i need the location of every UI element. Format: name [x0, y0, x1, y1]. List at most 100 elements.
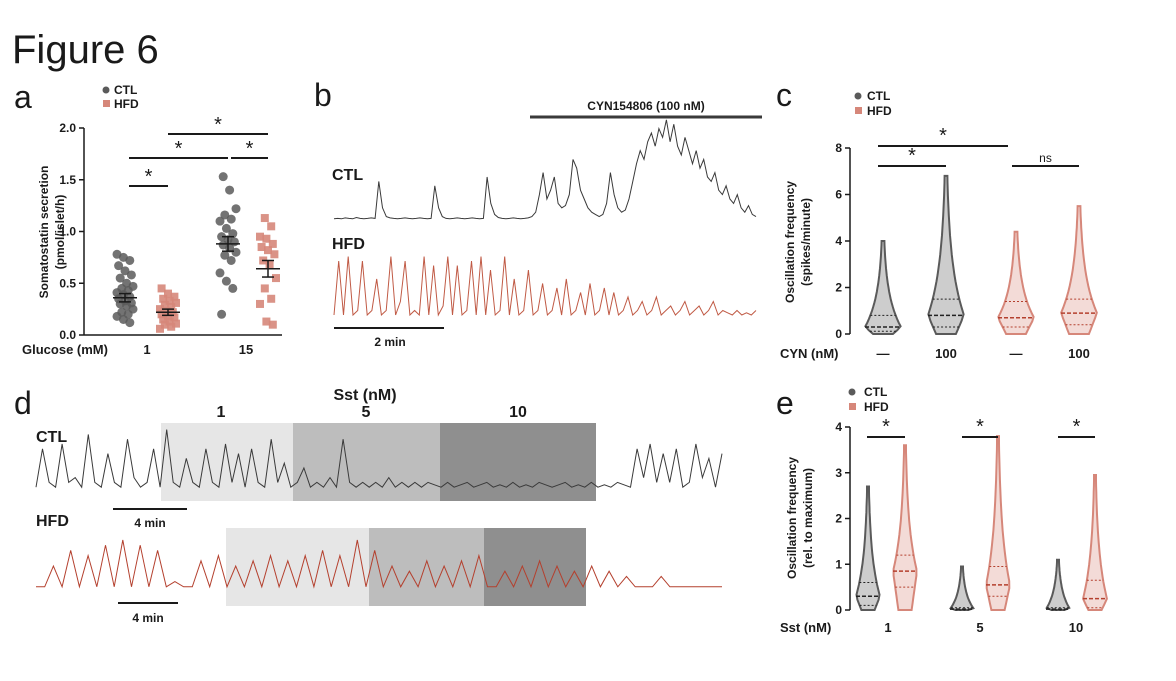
data-point-ctl — [228, 283, 238, 293]
data-point-ctl — [125, 318, 135, 328]
data-point-hfd — [264, 246, 272, 255]
x-tick-label: 1 — [884, 620, 891, 635]
data-point-ctl — [228, 229, 238, 239]
legend-hfd-label: HFD — [114, 97, 139, 111]
data-point-hfd — [167, 322, 176, 331]
data-point-hfd — [267, 294, 276, 303]
data-point-hfd — [262, 234, 271, 243]
panel-e-xlabel: Sst (nM) — [780, 620, 831, 635]
data-point-hfd — [256, 232, 264, 241]
sst-conc-10: 10 — [509, 404, 527, 421]
data-point-hfd — [157, 284, 166, 293]
data-point-ctl — [225, 185, 235, 195]
sst-conc-1: 1 — [217, 404, 226, 421]
legend-hfd-marker — [855, 107, 862, 114]
violin-body — [864, 240, 902, 335]
violin-body — [997, 230, 1035, 335]
legend-ctl-marker — [848, 388, 856, 396]
y-tick-label: 2 — [835, 281, 842, 295]
scalebar-label-hfd: 4 min — [132, 611, 163, 625]
panel-a-ylabel-line2: (pmol/islet/h) — [53, 195, 67, 270]
x-tick-label: 100 — [1068, 346, 1090, 361]
legend-hfd-marker — [103, 100, 110, 107]
data-point-hfd — [260, 284, 269, 293]
y-tick-label: 4 — [835, 420, 842, 434]
sst-band-5-ctl — [293, 423, 440, 501]
data-point-hfd — [165, 317, 174, 326]
data-point-ctl — [226, 214, 236, 224]
trace-label-hfd: HFD — [36, 513, 69, 530]
significance-label: * — [214, 114, 222, 136]
panel-a-xlabel: Glucose (mM) — [22, 342, 108, 357]
data-point-hfd — [167, 303, 176, 312]
trace-label-hfd: HFD — [332, 236, 365, 253]
sst-band-1-hfd — [226, 528, 369, 606]
significance-label: * — [1073, 416, 1081, 438]
significance-label: ns — [1039, 151, 1052, 165]
data-point-hfd — [270, 250, 279, 259]
data-point-hfd — [159, 294, 168, 303]
sst-conc-5: 5 — [362, 404, 371, 421]
data-point-hfd — [267, 222, 276, 231]
figure-title: Figure 6 — [12, 28, 159, 72]
panel-d-chart: Sst (nM) 1 5 10 CTL HFD 4 min 4 min — [35, 387, 723, 625]
trace-label-ctl: CTL — [332, 167, 363, 184]
data-point-hfd — [165, 296, 174, 305]
x-tick-label: 1 — [143, 342, 150, 357]
y-tick-label: 0 — [835, 327, 842, 341]
y-tick-label: 2.0 — [59, 121, 76, 135]
panel-e-chart: CTL HFD Oscillation frequency (rel. to m… — [780, 385, 1108, 635]
panel-letter-e: e — [776, 385, 794, 421]
y-tick-label: 1.0 — [59, 225, 76, 239]
y-tick-label: 3 — [835, 466, 842, 480]
scalebar-label: 2 min — [374, 335, 405, 349]
significance-label: * — [175, 138, 183, 160]
panel-a-ylabel-line1: Somatostatin secretion — [37, 166, 51, 299]
panel-letter-a: a — [14, 79, 32, 115]
legend-ctl-label: CTL — [864, 385, 887, 399]
data-point-ctl — [125, 255, 135, 265]
violin-body — [892, 444, 918, 611]
sst-band-10-hfd — [484, 528, 586, 606]
data-point-hfd — [157, 310, 166, 319]
legend-ctl-label: CTL — [114, 83, 137, 97]
panel-a-chart: CTL HFD Somatostatin secretion (pmol/isl… — [22, 83, 282, 357]
violin-body — [1060, 205, 1098, 335]
trace-ctl — [333, 119, 757, 220]
data-point-ctl — [231, 204, 241, 214]
panel-e-ylabel-line1: Oscillation frequency — [785, 457, 799, 579]
significance-label: * — [976, 416, 984, 438]
data-point-hfd — [262, 317, 271, 326]
legend-ctl-marker — [854, 92, 862, 100]
y-tick-label: 8 — [835, 141, 842, 155]
x-tick-label: 15 — [239, 342, 253, 357]
violin-body — [949, 565, 975, 611]
y-tick-label: 0.0 — [59, 328, 76, 342]
significance-label: * — [939, 125, 947, 147]
data-point-hfd — [272, 274, 280, 283]
data-point-ctl — [114, 261, 124, 271]
data-point-hfd — [164, 312, 172, 321]
data-point-ctl — [115, 273, 125, 283]
data-point-ctl — [215, 268, 225, 278]
trace-hfd — [36, 539, 722, 589]
y-tick-label: 4 — [835, 234, 842, 248]
drug-label: CYN154806 (100 nM) — [587, 99, 704, 113]
significance-label: * — [246, 138, 254, 160]
data-point-hfd — [156, 305, 164, 314]
significance-label: * — [882, 416, 890, 438]
y-tick-label: 1.5 — [59, 173, 76, 187]
data-point-hfd — [156, 324, 164, 333]
violin-body — [855, 485, 881, 611]
data-point-hfd — [265, 260, 274, 269]
data-point-ctl — [215, 216, 225, 226]
data-point-hfd — [162, 307, 171, 316]
violin-body — [1082, 474, 1108, 611]
data-point-hfd — [164, 289, 172, 298]
x-tick-label: 100 — [935, 346, 957, 361]
legend-ctl-marker — [102, 86, 110, 94]
panel-letter-d: d — [14, 385, 32, 421]
sst-label: Sst (nM) — [333, 387, 396, 404]
trace-ctl — [35, 429, 723, 489]
sst-band-10-ctl — [440, 423, 596, 501]
